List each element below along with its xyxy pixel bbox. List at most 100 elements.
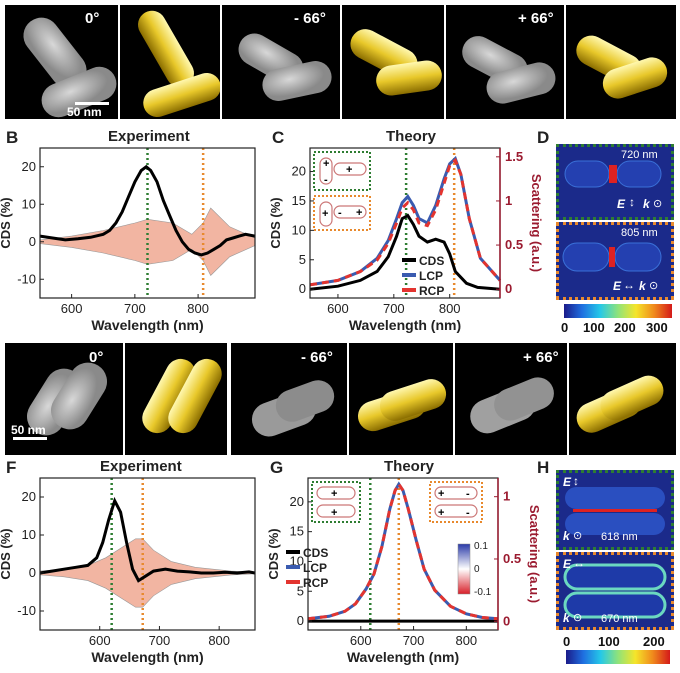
y-tick-label: 10: [290, 553, 304, 568]
plot-frame: [39, 147, 256, 299]
y-tick-label: 20: [290, 494, 304, 509]
x-tick-label: 700: [403, 633, 425, 648]
wavelength-label: 670 nm: [601, 613, 638, 625]
y-tick-label: 15: [292, 193, 306, 208]
plus-sign: +: [331, 507, 337, 519]
x-tick-label: 800: [187, 301, 209, 316]
scale-bar: [75, 102, 109, 105]
x-tick-label: 600: [89, 633, 111, 648]
colorbar-tick: 100: [598, 634, 620, 649]
plus-sign: +: [322, 208, 328, 220]
panel-letter-b: B: [6, 128, 19, 147]
y2-tick-label: 1: [505, 193, 512, 208]
minus-sign: -: [324, 174, 328, 186]
x-tick-label: 700: [149, 633, 171, 648]
chart-f: 600 700 800 -10 0 10 20 Wavelength (nm) CDS (%): [0, 477, 256, 665]
y-tick-label: -10: [17, 603, 36, 618]
k-label: k: [563, 529, 570, 543]
colorbar-tick-label: -0.1: [474, 587, 492, 598]
legend-label-lcp: LCP: [419, 269, 443, 283]
field-map-h-top: E ↕ k ⊙ 618 nm: [556, 470, 674, 550]
colorbar-tick: 200: [614, 320, 636, 335]
e-vertical-arrow-icon: ↕: [573, 474, 579, 488]
model-image-a-plus66: [566, 5, 676, 119]
legend-label-lcp: LCP: [303, 561, 327, 575]
charge-rod: [434, 486, 478, 500]
y-tick-label: 5: [297, 583, 304, 598]
chart-c: 600 700 800 0 5 10 15 20 0 0.5 1 1.5 Scattering (a.u…: [270, 147, 544, 333]
colorbar-tick: 100: [583, 320, 605, 335]
model-image-e-plus66: [569, 343, 676, 455]
legend-label-cds: CDS: [419, 254, 444, 268]
y2-tick-label: 0.5: [505, 237, 523, 252]
legend-label-rcp: RCP: [419, 284, 444, 298]
y-axis-label: CDS (%): [0, 528, 13, 579]
angle-label: 0°: [85, 10, 100, 27]
angle-label: - 66°: [301, 349, 333, 366]
panel-letter-d: D: [537, 128, 550, 147]
model-image-e-minus66: [349, 343, 453, 455]
y2-tick-label: 0: [503, 613, 510, 628]
charge-rod: [333, 205, 367, 219]
legend-label-rcp: RCP: [303, 576, 328, 590]
minus-sign: -: [466, 488, 470, 500]
panel-letter-h: H: [537, 458, 550, 477]
angle-label: + 66°: [523, 349, 559, 366]
plus-sign: +: [438, 488, 444, 500]
scale-bar: [13, 437, 47, 440]
k-out-of-plane-icon: ⊙: [653, 198, 663, 210]
series-line-rcp: [307, 481, 499, 621]
y2-tick-label: 0.5: [503, 551, 521, 566]
gold-rods-e-0: [142, 358, 222, 434]
minus-sign: -: [466, 507, 470, 519]
sem-rods-e-minus66: [251, 380, 335, 437]
field-map-h-top-drawing: [565, 487, 665, 535]
field-map-d-top: 720 nm E ↕ k ⊙: [556, 144, 674, 220]
colorbar-tick: 0: [563, 634, 571, 649]
colorbar-h: [566, 650, 670, 664]
plus-sign: +: [438, 507, 444, 519]
scale-bar-label: 50 nm: [67, 105, 102, 119]
x-tick-label: 600: [327, 301, 349, 316]
field-map-d-top-drawing: [564, 160, 662, 188]
plot-frame: [39, 477, 256, 631]
y-tick-label: 0: [299, 281, 306, 296]
k-out-of-plane-icon: ⊙: [649, 280, 659, 292]
plus-sign: +: [346, 164, 352, 176]
x-tick-label: 700: [124, 301, 146, 316]
series-line-rcp: [309, 157, 502, 287]
x-tick-label: 600: [350, 633, 372, 648]
x-tick-label: 700: [383, 301, 405, 316]
field-map-d-bottom: 805 nm E ↔ k ⊙: [556, 222, 674, 300]
y-tick-label: 0: [29, 565, 36, 580]
y2-tick-label: 1.5: [505, 149, 523, 164]
angle-label: 0°: [89, 349, 104, 366]
y-tick-label: 5: [299, 252, 306, 267]
y2-tick-label: 0: [505, 281, 512, 296]
y-tick-label: -10: [17, 271, 36, 286]
e-vertical-arrow-icon: ↕: [629, 195, 635, 209]
panel-letter-g: G: [270, 458, 284, 477]
x-axis-label: Wavelength (nm): [91, 317, 203, 333]
sem-image-e-plus66: + 66°: [455, 343, 567, 455]
field-map-h-bottom-drawing: [563, 563, 667, 619]
e-field-label: E: [617, 197, 626, 211]
y-tick-label: 0: [297, 613, 304, 628]
colorbar-tick-label: 0.1: [474, 541, 488, 552]
angle-label: + 66°: [518, 10, 554, 27]
charge-rod: [316, 504, 356, 518]
sem-image-a-minus66: - 66°: [222, 5, 340, 119]
gold-rods-a-0: [138, 10, 220, 118]
x-tick-label: 800: [208, 633, 230, 648]
y-axis-label: CDS (%): [270, 197, 283, 248]
y-tick-label: 15: [290, 524, 304, 539]
e-field-label: E: [563, 475, 572, 489]
panel-title-b: Experiment: [108, 128, 190, 145]
sem-rods-a-0: [23, 17, 117, 118]
wavelength-label: 805 nm: [621, 227, 658, 239]
gold-rods-e-plus66: [576, 375, 664, 433]
charge-rod: [319, 157, 333, 185]
k-out-of-plane-icon: ⊙: [573, 530, 583, 542]
sem-image-a-0: 0° 50 nm: [5, 5, 118, 119]
e-field-label: E: [613, 279, 622, 293]
